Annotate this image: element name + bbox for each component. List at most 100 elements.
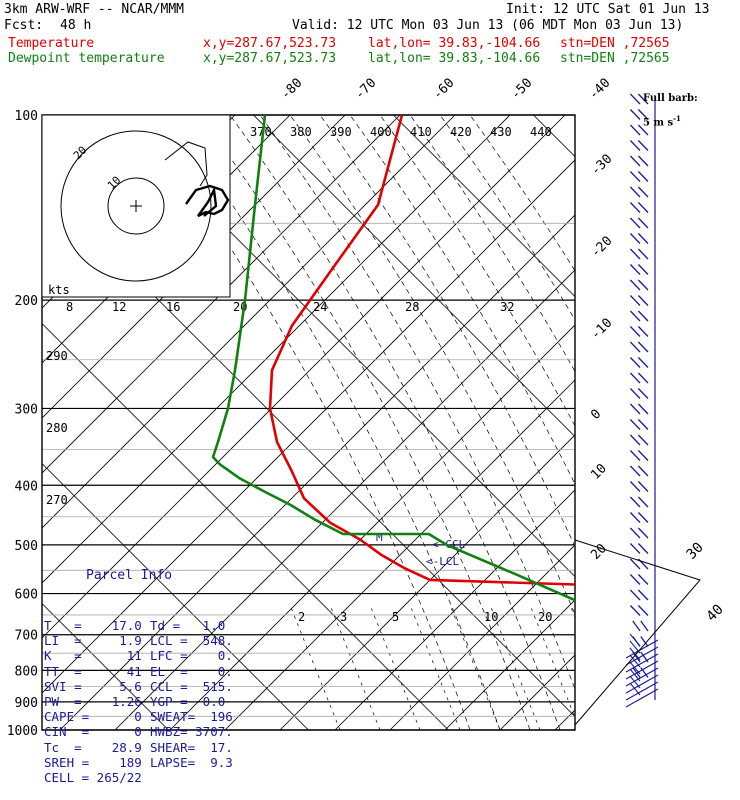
- wind-barb: [629, 527, 649, 539]
- isotherm-label: -10: [588, 316, 615, 343]
- temperature-profile-line: [268, 115, 575, 586]
- hodograph-scale-label: 32: [500, 300, 514, 314]
- theta-label: 380: [290, 125, 312, 139]
- wind-barb: [629, 310, 649, 322]
- moist-adiabat-curve: [349, 115, 575, 485]
- wind-barb: [625, 654, 659, 680]
- parcel-info-value: T = 17.0: [44, 618, 142, 634]
- parcel-info-rows: T = 17.0 Td = 1.0 LI = 1.9 LCL = 548. K = 11…: [44, 618, 242, 785]
- mixing-ratio-line: [489, 604, 541, 730]
- mixing-ratio-label: 20: [538, 610, 552, 624]
- dry-adiabat-line: [334, 489, 575, 730]
- pressure-tick-label: 600: [15, 588, 38, 603]
- wind-barb: [629, 140, 649, 151]
- dry-adiabat-line: [0, 30, 45, 730]
- dry-adiabat-line: [114, 269, 575, 730]
- dry-adiabat-line: [42, 159, 575, 694]
- pressure-tick-label: 800: [15, 664, 38, 679]
- model-title: 3km ARW-WRF -- NCAR/MMM: [4, 2, 185, 17]
- parcel-level-mark: <-LCL: [426, 555, 459, 568]
- mixing-ratio-label: 10: [484, 610, 498, 624]
- fcst-value: 48 h: [60, 18, 92, 33]
- parcel-info-row: K = 11 LFC = 0.: [44, 648, 242, 663]
- dry-adiabat-line: [42, 115, 511, 584]
- parcel-info-row: CIN = 0 HWBZ= 3707.: [44, 724, 242, 739]
- isotherm-line: [673, 115, 740, 730]
- dry-adiabat-line: [444, 599, 575, 730]
- isotherm-label: -80: [278, 76, 305, 103]
- parcel-info-value: K = 11: [44, 648, 142, 664]
- temperature-station: stn=DEN ,72565: [560, 36, 670, 51]
- wind-barb: [629, 295, 649, 306]
- moist-adiabat-curve: [469, 115, 575, 272]
- wind-barb: [625, 661, 659, 687]
- moist-adiabat-curve: [319, 115, 575, 548]
- dry-adiabat-line: [42, 115, 566, 639]
- mixing-ratio-label: 3: [340, 610, 347, 624]
- hodograph-trace: [185, 184, 230, 218]
- wind-barb: [629, 326, 649, 337]
- theta-label: 440: [530, 125, 552, 139]
- pressure-tick-label: 300: [15, 402, 38, 417]
- isotherm-line: [42, 462, 309, 730]
- wind-barb: [629, 574, 649, 585]
- parcel-info-row: PW = 1.26 YGP = 0.0: [44, 694, 242, 709]
- hodograph-scale-label: 24: [313, 300, 327, 314]
- init-time: Init: 12 UTC Sat 01 Jun 13: [506, 2, 710, 17]
- temperature-legend-label: Temperature: [8, 36, 95, 51]
- wind-barb: [629, 217, 649, 229]
- wind-barb: [632, 636, 649, 647]
- dry-adiabat-line: [610, 30, 740, 730]
- wind-barb: [629, 450, 649, 461]
- parcel-info-value: Td = 1.0: [150, 618, 226, 634]
- dry-adiabat-line: [279, 434, 575, 730]
- wind-barb: [629, 264, 649, 275]
- dry-adiabat-line: [389, 544, 575, 730]
- wind-barb: [629, 481, 649, 492]
- theta-label: 270: [46, 493, 68, 507]
- isotherm-label: 40: [704, 602, 727, 625]
- wind-barb: [629, 341, 649, 353]
- wind-barb: [629, 124, 649, 136]
- moist-adiabat-curve: [379, 115, 575, 427]
- wind-barb: [629, 93, 649, 105]
- wind-barb: [625, 668, 659, 694]
- isotherm-label: 20: [588, 541, 610, 563]
- hodograph-ring: [60, 130, 212, 282]
- isotherm-line: [42, 322, 449, 730]
- parcel-info-value: LAPSE= 9.3: [150, 754, 233, 770]
- wind-barb: [629, 372, 649, 384]
- mixing-ratio-line: [529, 604, 575, 719]
- wind-barb: [629, 233, 649, 244]
- parcel-info-value: TT = 41: [44, 663, 142, 679]
- wind-barb: [629, 403, 649, 415]
- parcel-info-title: Parcel Info: [86, 568, 173, 584]
- isotherm-label: -50: [508, 76, 535, 103]
- moist-adiabat-curve: [199, 115, 531, 730]
- parcel-info-value: LCL = 548.: [150, 633, 233, 649]
- wind-barb: [629, 434, 649, 446]
- moist-adiabat-curve: [439, 115, 575, 321]
- wind-barb: [629, 388, 649, 399]
- mixing-ratio-line: [369, 604, 421, 730]
- dry-adiabat-line: [59, 214, 575, 730]
- dry-adiabat-line: [224, 379, 575, 730]
- parcel-info-row: SVI = 5.6 CCL = 515.: [44, 679, 242, 694]
- wind-barb: [629, 248, 649, 260]
- wind-barb: [629, 357, 649, 368]
- dewpoint-station: stn=DEN ,72565: [560, 51, 670, 66]
- pressure-tick-label: 400: [15, 479, 38, 494]
- parcel-info-value: YGP = 0.0: [150, 694, 226, 710]
- wind-barb: [629, 155, 649, 167]
- wind-barb: [629, 109, 649, 120]
- wind-barb: [625, 633, 659, 659]
- dewpoint-latlon: lat,lon= 39.83,-104.66: [368, 51, 541, 66]
- wind-barb: [629, 465, 649, 477]
- mixing-ratio-label: 2: [298, 610, 305, 624]
- hodograph-trace-thin: [164, 141, 208, 187]
- theta-label: 420: [450, 125, 472, 139]
- theta-label: 370: [250, 125, 272, 139]
- hodograph-scale-label: 8: [66, 300, 73, 314]
- isotherm-label: -20: [588, 234, 615, 261]
- parcel-info-value: LFC = 0.: [150, 648, 233, 664]
